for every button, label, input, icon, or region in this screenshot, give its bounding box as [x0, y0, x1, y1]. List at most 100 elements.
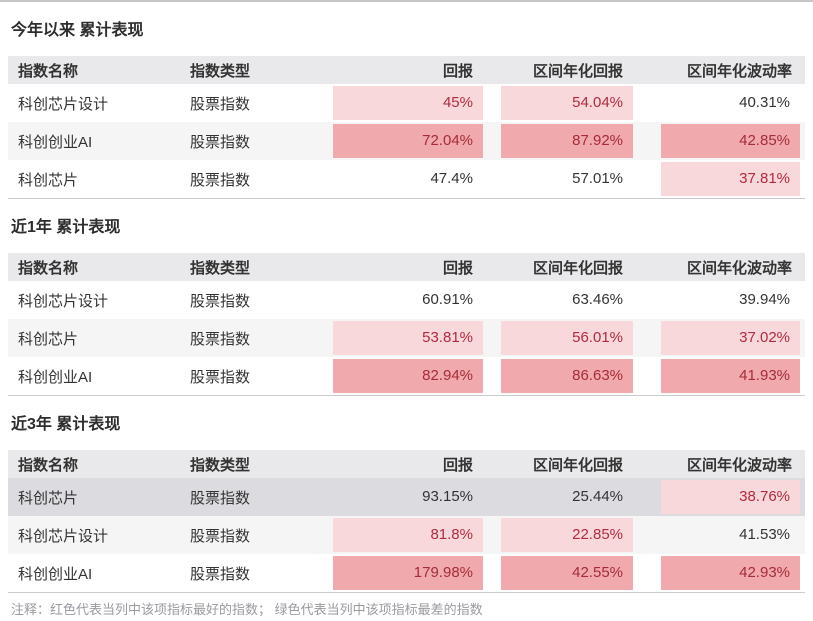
index-name-cell: 科创创业AI	[18, 565, 93, 583]
header-row: 指数名称 指数类型 回报 区间年化回报 区间年化波动率	[8, 56, 805, 84]
index-type-cell: 股票指数	[180, 478, 333, 516]
return-value: 53.81%	[333, 321, 483, 355]
index-type-cell: 股票指数	[180, 122, 333, 160]
index-type-cell: 股票指数	[190, 565, 251, 583]
return-value: 81.8%	[333, 518, 483, 552]
annualized-return-value: 63.46%	[572, 291, 623, 308]
return-value: 45%	[333, 86, 483, 120]
annualized-volatility-cell: 37.81%	[633, 160, 805, 199]
annualized-return-cell: 86.63%	[483, 357, 633, 396]
annualized-volatility-cell: 40.31%	[633, 84, 805, 122]
table-row[interactable]: 科创创业AI 股票指数 179.98% 42.55% 42.93%	[8, 554, 805, 593]
perf-table-3y: 指数名称 指数类型 回报 区间年化回报 区间年化波动率 科创芯片 股票指数 93…	[8, 450, 805, 593]
return-cell: 81.8%	[333, 516, 483, 554]
return-value: 47.4%	[430, 170, 473, 187]
return-cell: 82.94%	[333, 357, 483, 396]
return-value: 60.91%	[422, 291, 473, 308]
column-header-annualized-volatility: 区间年化波动率	[633, 56, 805, 84]
index-name-cell: 科创芯片设计	[18, 95, 109, 113]
column-header-index-type: 指数类型	[180, 450, 333, 478]
annualized-volatility-cell: 41.53%	[633, 516, 805, 554]
column-header-index-type: 指数类型	[180, 56, 333, 84]
annualized-volatility-value: 42.85%	[661, 124, 800, 158]
annualized-volatility-cell: 38.76%	[633, 478, 805, 516]
column-header-annualized-volatility: 区间年化波动率	[633, 450, 805, 478]
column-header-index-name: 指数名称	[8, 56, 180, 84]
annualized-volatility-value: 37.81%	[661, 162, 800, 196]
table-row[interactable]: 科创芯片 股票指数 93.15% 25.44% 38.76%	[8, 478, 805, 516]
index-type-cell: 股票指数	[180, 319, 333, 357]
header-row: 指数名称 指数类型 回报 区间年化回报 区间年化波动率	[8, 253, 805, 281]
index-type-cell: 股票指数	[190, 292, 251, 310]
annualized-volatility-cell: 41.93%	[633, 357, 805, 396]
column-header-return: 回报	[333, 450, 483, 478]
return-cell: 60.91%	[333, 281, 483, 319]
annualized-return-value: 25.44%	[572, 488, 623, 505]
table-row[interactable]: 科创芯片设计 股票指数 81.8% 22.85% 41.53%	[8, 516, 805, 554]
annualized-volatility-value: 41.53%	[739, 526, 790, 543]
column-header-index-type: 指数类型	[180, 253, 333, 281]
column-header-index-name: 指数名称	[8, 253, 180, 281]
annualized-volatility-cell: 37.02%	[633, 319, 805, 357]
annualized-volatility-value: 38.76%	[661, 480, 800, 514]
return-value: 179.98%	[333, 556, 483, 590]
annualized-return-cell: 54.04%	[483, 84, 633, 122]
index-name-cell: 科创芯片	[8, 319, 180, 357]
return-cell: 179.98%	[333, 554, 483, 593]
column-header-annualized-volatility: 区间年化波动率	[633, 253, 805, 281]
table-row[interactable]: 科创芯片设计 股票指数 60.91% 63.46% 39.94%	[8, 281, 805, 319]
annualized-return-cell: 25.44%	[483, 478, 633, 516]
annualized-return-cell: 56.01%	[483, 319, 633, 357]
section-title-3y: 近3年 累计表现	[11, 416, 121, 433]
annualized-return-value: 57.01%	[572, 170, 623, 187]
annualized-return-cell: 63.46%	[483, 281, 633, 319]
annualized-volatility-value: 37.02%	[661, 321, 800, 355]
annualized-return-value: 86.63%	[501, 359, 633, 393]
index-name-cell: 科创芯片	[18, 171, 79, 189]
annualized-return-cell: 87.92%	[483, 122, 633, 160]
annualized-volatility-cell: 39.94%	[633, 281, 805, 319]
annualized-return-value: 56.01%	[501, 321, 633, 355]
return-value: 93.15%	[422, 488, 473, 505]
annualized-volatility-cell: 42.93%	[633, 554, 805, 593]
section-title-ytd: 今年以来 累计表现	[11, 22, 144, 39]
index-name-cell: 科创芯片设计	[8, 516, 180, 554]
column-header-return: 回报	[333, 56, 483, 84]
index-type-cell: 股票指数	[190, 95, 251, 113]
index-name-cell: 科创创业AI	[8, 122, 180, 160]
annualized-volatility-value: 40.31%	[739, 94, 790, 111]
section-ytd: 今年以来 累计表现 指数名称 指数类型 回报 区间年化回报 区间年化波动率 科创…	[8, 2, 805, 199]
table-row[interactable]: 科创芯片 股票指数 47.4% 57.01% 37.81%	[8, 160, 805, 199]
return-cell: 93.15%	[333, 478, 483, 516]
index-name-cell: 科创芯片设计	[18, 292, 109, 310]
column-header-annualized-return: 区间年化回报	[483, 56, 633, 84]
index-type-cell: 股票指数	[190, 368, 251, 386]
annualized-return-value: 42.55%	[501, 556, 633, 590]
perf-table-ytd: 指数名称 指数类型 回报 区间年化回报 区间年化波动率 科创芯片设计 股票指数 …	[8, 56, 805, 199]
table-row[interactable]: 科创芯片设计 股票指数 45% 54.04% 40.31%	[8, 84, 805, 122]
annualized-volatility-cell: 42.85%	[633, 122, 805, 160]
section-title-1y: 近1年 累计表现	[11, 219, 121, 236]
section-3y: 近3年 累计表现 指数名称 指数类型 回报 区间年化回报 区间年化波动率 科创芯…	[8, 396, 805, 593]
table-row[interactable]: 科创创业AI 股票指数 72.04% 87.92% 42.85%	[8, 122, 805, 160]
column-header-annualized-return: 区间年化回报	[483, 253, 633, 281]
return-cell: 47.4%	[333, 160, 483, 199]
table-row[interactable]: 科创创业AI 股票指数 82.94% 86.63% 41.93%	[8, 357, 805, 396]
annualized-volatility-value: 42.93%	[661, 556, 800, 590]
table-row[interactable]: 科创芯片 股票指数 53.81% 56.01% 37.02%	[8, 319, 805, 357]
column-header-annualized-return: 区间年化回报	[483, 450, 633, 478]
return-cell: 45%	[333, 84, 483, 122]
return-value: 82.94%	[333, 359, 483, 393]
return-cell: 72.04%	[333, 122, 483, 160]
annualized-return-value: 22.85%	[501, 518, 633, 552]
annualized-volatility-value: 41.93%	[661, 359, 800, 393]
annualized-return-cell: 57.01%	[483, 160, 633, 199]
index-name-cell: 科创创业AI	[18, 368, 93, 386]
column-header-return: 回报	[333, 253, 483, 281]
index-name-cell: 科创芯片	[8, 478, 180, 516]
index-type-cell: 股票指数	[190, 171, 251, 189]
header-row: 指数名称 指数类型 回报 区间年化回报 区间年化波动率	[8, 450, 805, 478]
annualized-return-cell: 42.55%	[483, 554, 633, 593]
annualized-return-value: 87.92%	[501, 124, 633, 158]
